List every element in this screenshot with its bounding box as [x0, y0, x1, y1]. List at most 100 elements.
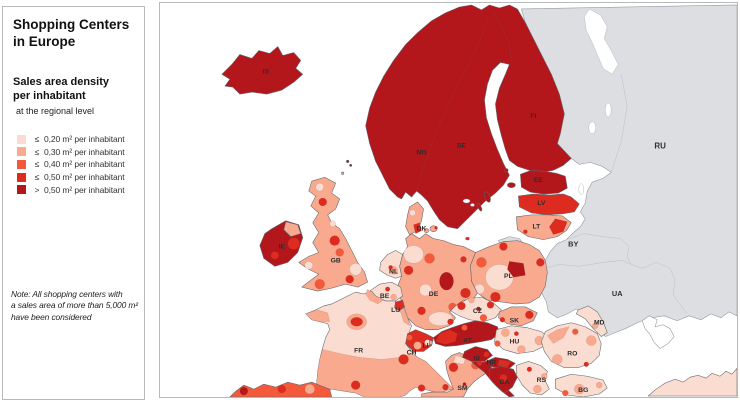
country-label-rs: RS	[537, 377, 547, 384]
footnote-line3: have been considered	[11, 311, 92, 322]
country-label-si: SI	[473, 355, 480, 362]
country-no-se-fi	[365, 4, 572, 229]
legend-item: ≤ 0,50 m² per inhabitant	[13, 171, 143, 184]
region-patches-de	[403, 245, 471, 326]
region-patches-hu	[494, 328, 545, 354]
region-patches-be	[385, 286, 397, 301]
country-tr	[647, 368, 737, 397]
lake-vattern	[470, 203, 475, 207]
country-label-by: BY	[568, 240, 578, 249]
country-label-ba: BA	[500, 379, 510, 386]
country-label-ch: CH	[407, 349, 417, 356]
legend-swatch-le030	[17, 147, 26, 157]
region-patches-ie	[270, 237, 300, 260]
country-label-ru: RU	[654, 142, 666, 151]
country-label-ee: EE	[534, 177, 544, 184]
legend-label: 0,40 m² per inhabitant	[44, 159, 125, 170]
legend-swatch-le050	[17, 172, 26, 182]
subtitle-line2: per inhabitant	[13, 90, 86, 102]
legend-label: 0,20 m² per inhabitant	[44, 134, 125, 145]
country-label-at: AT	[463, 338, 472, 345]
region-patches-es	[239, 383, 315, 396]
country-label-hr: HR	[487, 359, 497, 366]
legend-operator: ≤	[34, 146, 40, 157]
country-label-fi: FI	[530, 113, 536, 120]
country-label-bg: BG	[578, 387, 588, 394]
subtitle-detail: at the regional level	[16, 106, 95, 116]
no-data-region-borders	[542, 74, 688, 314]
legend-operator: ≤	[34, 159, 40, 170]
country-label-be: BE	[380, 293, 390, 300]
region-patches-hr	[476, 359, 512, 368]
europe-choropleth-map: IS NO SE FI RU EE LV LT BY DK IE GB NL B…	[160, 3, 737, 397]
page-title-line1: Shopping Centers	[13, 17, 130, 32]
region-patches-nl	[388, 265, 398, 275]
country-label-ro: RO	[567, 350, 577, 357]
lake-ladoga	[588, 121, 596, 134]
country-label-de: DE	[429, 291, 439, 298]
page-title-line2: in Europe	[13, 34, 76, 49]
region-patches-gb	[304, 182, 362, 290]
country-rs	[516, 361, 550, 396]
lake-onega	[605, 102, 612, 118]
footnote-line1: Note: All shopping centers with	[11, 289, 123, 299]
country-li	[429, 340, 433, 345]
legend-item: ≤ 0,40 m² per inhabitant	[13, 158, 143, 171]
region-patches-sk	[499, 310, 534, 323]
legend-label: 0,50 m² per inhabitant	[44, 172, 125, 183]
country-label-lu: LU	[391, 307, 400, 314]
footnote: Note: All shopping centers with a sales …	[11, 289, 138, 323]
country-label-ie: IE	[279, 244, 286, 251]
legend-label: 0,30 m² per inhabitant	[44, 146, 125, 157]
region-patch-ba	[499, 374, 508, 383]
region-patch-md	[592, 322, 599, 329]
footnote-line2: a sales area of more than 5,000 m²	[11, 300, 138, 311]
legend-item: > 0,50 m² per inhabitant	[13, 183, 143, 196]
country-lv	[518, 193, 580, 216]
region-patches-ch	[406, 334, 431, 350]
legend-panel: Shopping Centers in Europe Sales area de…	[2, 6, 145, 400]
region-patches-at	[435, 324, 468, 345]
legend-operator: >	[34, 184, 40, 195]
country-ch	[405, 329, 434, 352]
legend-item: ≤ 0,30 m² per inhabitant	[13, 146, 143, 159]
country-label-sk: SK	[510, 318, 520, 325]
country-label-is: IS	[263, 68, 270, 75]
legend-label: 0,50 m² per inhabitant	[44, 184, 125, 195]
region-patches-cz	[457, 296, 495, 322]
country-ee	[520, 170, 568, 195]
baltic-islands	[476, 168, 509, 212]
country-label-lv: LV	[537, 200, 546, 207]
legend-swatch-gt050	[17, 185, 26, 195]
country-label-md: MD	[594, 320, 605, 327]
legend-swatch-le040	[17, 159, 26, 169]
country-label-no: NO	[416, 149, 426, 156]
legend-operator: ≤	[34, 134, 40, 145]
country-is	[221, 46, 304, 95]
country-label-ua: UA	[612, 289, 623, 298]
legend-swatch-le020	[17, 134, 26, 144]
country-label-gb: GB	[331, 257, 341, 264]
region-patches-bg	[562, 381, 603, 397]
country-label-dk: DK	[417, 226, 427, 233]
country-md	[576, 305, 608, 337]
estonian-islands	[507, 182, 516, 188]
country-label-sm: SM	[457, 385, 468, 392]
nordic-internal-borders	[416, 10, 512, 192]
region-patches-rs	[526, 366, 548, 394]
country-sm	[462, 382, 467, 386]
legend-operator: ≤	[34, 172, 40, 183]
region-patches-dk	[409, 209, 470, 241]
legend-item: ≤ 0,20 m² per inhabitant	[13, 133, 143, 146]
country-si	[462, 346, 493, 362]
country-gb	[298, 176, 368, 292]
region-patches-ro	[547, 326, 597, 367]
legend: ≤ 0,20 m² per inhabitant ≤ 0,30 m² per i…	[13, 133, 143, 196]
country-label-se: SE	[457, 143, 467, 150]
lake-vanern	[462, 198, 471, 204]
white-sea	[584, 8, 619, 75]
country-label-cz: CZ	[473, 308, 482, 315]
region-northern-ireland	[283, 221, 302, 237]
subtitle-line1: Sales area density	[13, 76, 110, 88]
region-patches-fr	[305, 288, 454, 397]
